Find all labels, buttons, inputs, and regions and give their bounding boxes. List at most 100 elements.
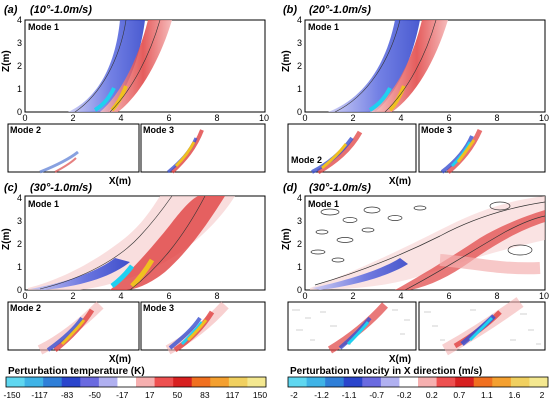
xtick: 0 xyxy=(302,113,307,123)
panel-d-mode1-label: Mode 1 xyxy=(308,199,339,209)
colorbar-swatch xyxy=(455,377,475,387)
colorbar-swatch xyxy=(136,377,155,387)
xtick: 6 xyxy=(166,291,171,301)
colorbar-tick-label: 1.6 xyxy=(509,390,521,400)
colorbar-tick-label: -1.1 xyxy=(342,390,357,400)
panel-b-mode3-label: Mode 3 xyxy=(421,125,452,135)
ytick: 4 xyxy=(297,15,302,25)
colorbar-swatch xyxy=(325,377,345,387)
colorbar-tick-label: -17 xyxy=(116,390,129,400)
colorbar-temperature-frame xyxy=(5,376,267,388)
ytick: 4 xyxy=(17,15,22,25)
ytick: 4 xyxy=(17,193,22,203)
colorbar-swatch xyxy=(117,377,137,387)
panel-a-yticks: 0 1 2 3 4 xyxy=(17,15,22,117)
colorbar-tick-label: 17 xyxy=(145,390,155,400)
colorbar-swatch xyxy=(362,377,382,387)
panel-c-field xyxy=(28,196,235,290)
xtick: 4 xyxy=(398,113,403,123)
xtick: 10 xyxy=(259,113,269,123)
colorbar-tick-label: -50 xyxy=(89,390,102,400)
xtick: 10 xyxy=(539,113,549,123)
xtick: 6 xyxy=(446,113,451,123)
ytick: 3 xyxy=(297,38,302,48)
colorbar-velocity-title: Perturbation velocity in X direction (m/… xyxy=(290,366,482,377)
xtick: 6 xyxy=(166,113,171,123)
ytick: 2 xyxy=(297,239,302,249)
colorbar-swatch xyxy=(473,377,493,387)
colorbar-swatch xyxy=(436,377,456,387)
panel-a-ylabel: Z(m) xyxy=(1,50,12,72)
panel-b-mode3-plot xyxy=(418,123,546,173)
colorbar-velocity: Perturbation velocity in X direction (m/… xyxy=(287,366,549,400)
colorbar-tick-label: 0.2 xyxy=(426,390,438,400)
colorbar-tick-label: 83 xyxy=(200,390,210,400)
ytick: 1 xyxy=(297,262,302,272)
panel-c-xticks: 0 2 4 6 8 xyxy=(22,291,219,301)
panel-b-mode2-plot xyxy=(287,123,417,173)
colorbar-velocity-labels: -2 -1.2 -1.1 -0.7 -0.2 0.2 0.7 1.1 1.6 2 xyxy=(290,390,544,400)
panel-d-xlabel: X(m) xyxy=(389,354,411,365)
panel-c-ylabel: Z(m) xyxy=(1,228,12,250)
xtick: 8 xyxy=(214,113,219,123)
panel-b-mode1-label: Mode 1 xyxy=(308,22,339,32)
panel-c-xlabel: X(m) xyxy=(109,354,131,365)
ytick: 2 xyxy=(17,61,22,71)
panel-b-ylabel: Z(m) xyxy=(281,50,292,72)
colorbar-tick-label: -150 xyxy=(3,390,20,400)
xtick: 4 xyxy=(118,113,123,123)
panel-b-letter: (b) xyxy=(283,4,297,16)
panel-d-field xyxy=(310,196,545,290)
ytick: 0 xyxy=(297,285,302,295)
colorbar-swatch xyxy=(380,377,400,387)
panel-a-mode3-label: Mode 3 xyxy=(143,125,174,135)
xtick: 2 xyxy=(70,291,75,301)
panel-d-mode3-speckle xyxy=(424,309,541,345)
colorbar-temperature-title: Perturbation temperature (K) xyxy=(8,366,145,377)
colorbar-tick-label: 1.1 xyxy=(481,390,493,400)
colorbar-swatch xyxy=(191,377,211,387)
panel-a: (a) (10°-1.0m/s) Mode 1 Z(m) 0 1 2 3 4 0… xyxy=(1,4,269,187)
ytick: 3 xyxy=(17,216,22,226)
panel-d-yticks: 0 1 2 3 4 xyxy=(297,193,302,295)
xtick: 2 xyxy=(350,291,355,301)
colorbar-swatch xyxy=(24,377,44,387)
colorbar-tick-label: -2 xyxy=(290,390,298,400)
colorbar-swatch xyxy=(399,377,419,387)
panel-d-xticks: 0 2 4 6 8 10 xyxy=(302,291,549,301)
colorbar-swatch xyxy=(510,377,530,387)
colorbar-swatch xyxy=(61,377,81,387)
ytick: 1 xyxy=(297,84,302,94)
panel-c-mode1-label: Mode 1 xyxy=(28,199,59,209)
colorbar-swatch xyxy=(529,377,549,387)
panel-a-field xyxy=(68,20,172,112)
colorbar-tick-label: 2 xyxy=(540,390,545,400)
panel-c-mode2-label: Mode 2 xyxy=(10,303,41,313)
panel-d-mode2-plot xyxy=(287,301,417,351)
xtick: 2 xyxy=(350,113,355,123)
xtick: 0 xyxy=(302,291,307,301)
colorbar-swatch xyxy=(228,377,248,387)
panel-c-mode3-label: Mode 3 xyxy=(143,303,174,313)
colorbar-tick-label: -83 xyxy=(61,390,74,400)
panel-c: (c) (30°-1.0m/s) Mode 1 Z(m) 0 1 2 3 4 0… xyxy=(1,182,266,365)
panel-b-condition: (20°-1.0m/s) xyxy=(309,4,371,16)
xtick: 4 xyxy=(118,291,123,301)
xtick: 6 xyxy=(446,291,451,301)
xtick: 8 xyxy=(494,291,499,301)
ytick: 2 xyxy=(17,239,22,249)
colorbar-swatch xyxy=(98,377,118,387)
ytick: 0 xyxy=(17,285,22,295)
colorbar-swatch xyxy=(288,377,307,387)
colorbar-velocity-swatches xyxy=(288,377,549,387)
ytick: 3 xyxy=(17,38,22,48)
panel-c-letter: (c) xyxy=(4,182,18,194)
panel-a-mode2-label: Mode 2 xyxy=(10,125,41,135)
colorbar-temperature-labels: -150 -117 -83 -50 -17 17 50 83 117 150 xyxy=(3,390,267,400)
panel-a-xticks: 0 2 4 6 8 10 xyxy=(22,113,269,123)
ytick: 0 xyxy=(297,107,302,117)
colorbar-temperature: Perturbation temperature (K) -150 -117 -83… xyxy=(3,366,267,400)
colorbar-swatch xyxy=(173,377,193,387)
colorbar-swatch xyxy=(306,377,326,387)
